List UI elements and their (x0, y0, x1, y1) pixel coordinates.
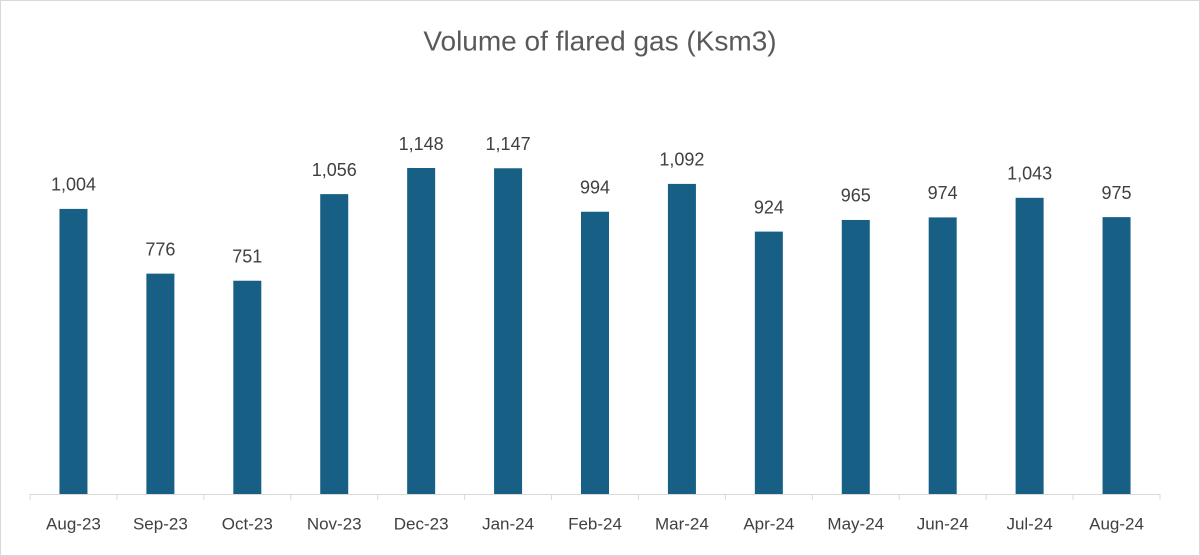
chart-title: Volume of flared gas (Ksm3) (423, 25, 776, 56)
bar (581, 211, 609, 495)
bar (754, 231, 783, 495)
bar (667, 183, 696, 494)
x-tick-label: Feb-24 (568, 514, 622, 533)
bar (494, 168, 523, 494)
bar (407, 168, 436, 494)
value-label: 974 (928, 183, 958, 203)
value-label: 1,148 (399, 134, 444, 154)
value-label: 1,056 (312, 160, 357, 180)
bar (841, 219, 870, 494)
bar (233, 280, 262, 494)
value-label: 1,004 (51, 175, 96, 195)
value-label: 1,147 (486, 134, 531, 154)
x-tick-label: Mar-24 (655, 514, 709, 533)
x-tick-label: May-24 (827, 514, 884, 533)
x-tick-label: Jan-24 (482, 514, 534, 533)
bar (146, 273, 175, 494)
x-tick-label: Oct-23 (222, 514, 273, 533)
bar (928, 217, 957, 495)
bar (59, 208, 88, 495)
x-tick-label: Dec-23 (394, 514, 449, 533)
value-label: 994 (580, 177, 610, 197)
x-tick-label: Nov-23 (307, 514, 362, 533)
value-label: 751 (232, 246, 262, 266)
value-label: 924 (754, 197, 784, 217)
value-label: 1,043 (1007, 164, 1052, 184)
bar (320, 194, 349, 495)
bar (1015, 197, 1044, 494)
value-label: 776 (145, 239, 175, 259)
value-label: 975 (1102, 183, 1132, 203)
x-tick-label: Aug-24 (1089, 514, 1144, 533)
value-label: 965 (841, 186, 871, 206)
value-label: 1,092 (659, 150, 704, 170)
x-tick-label: Jun-24 (917, 514, 969, 533)
x-tick-label: Apr-24 (743, 514, 794, 533)
x-tick-label: Jul-24 (1006, 514, 1052, 533)
bar (1102, 217, 1131, 494)
x-tick-label: Aug-23 (46, 514, 101, 533)
x-tick-label: Sep-23 (133, 514, 188, 533)
